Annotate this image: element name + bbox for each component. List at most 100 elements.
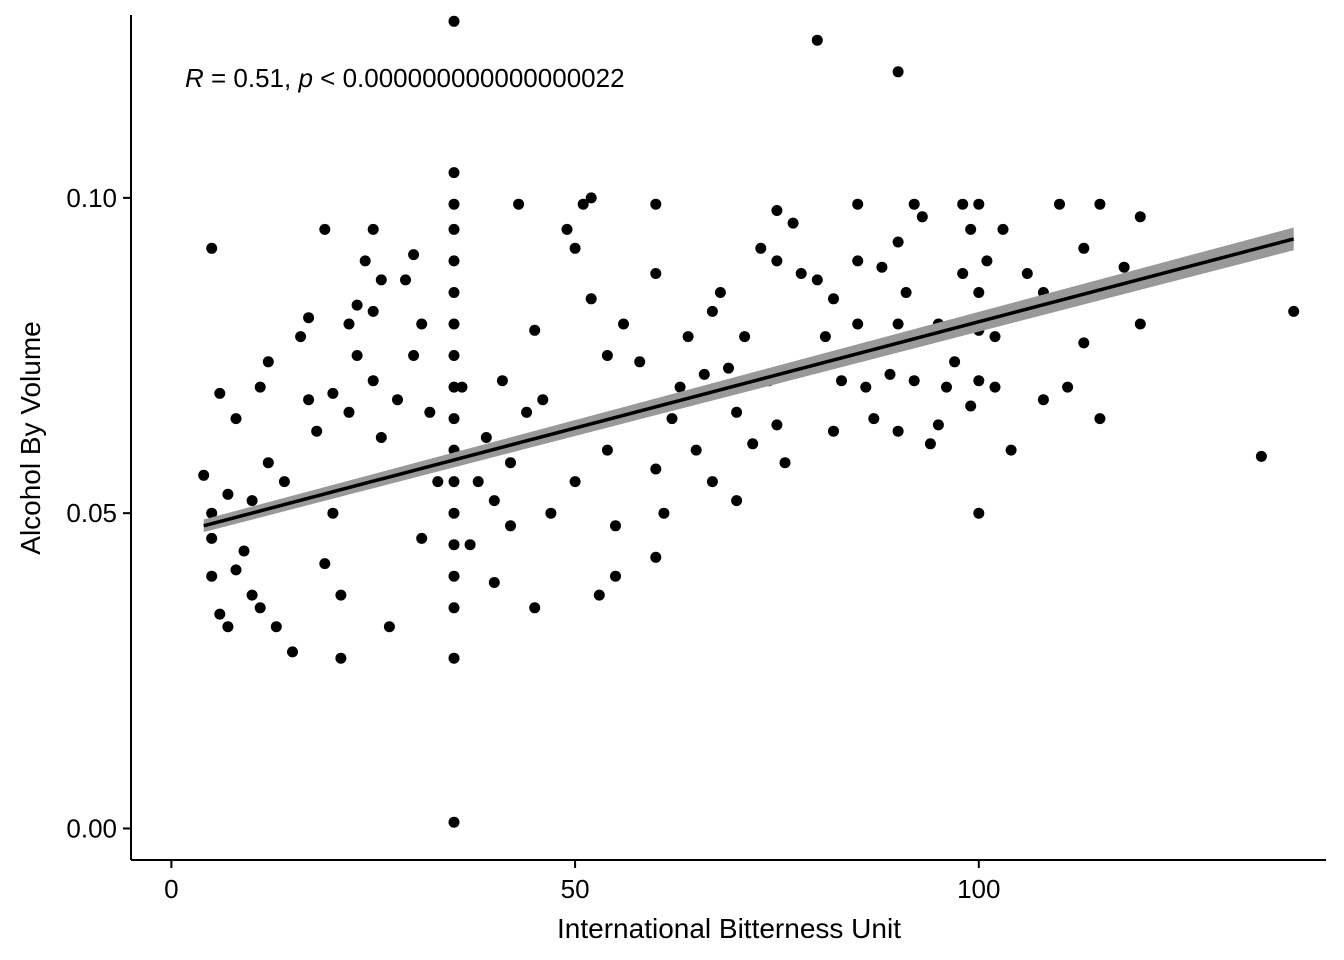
data-point xyxy=(836,375,847,387)
data-point xyxy=(1062,381,1074,393)
data-point xyxy=(464,539,476,551)
data-point xyxy=(448,287,460,298)
data-point xyxy=(852,198,864,210)
data-point xyxy=(585,293,597,305)
data-point xyxy=(408,249,420,261)
data-point xyxy=(262,457,274,469)
data-point xyxy=(932,419,944,431)
data-point xyxy=(206,532,218,544)
data-point xyxy=(480,432,492,443)
data-point xyxy=(876,261,888,273)
regression-line xyxy=(203,237,1295,528)
data-point xyxy=(343,318,355,330)
data-point xyxy=(892,425,904,437)
data-point xyxy=(650,551,662,563)
data-point xyxy=(577,198,589,210)
x-tick-label: 100 xyxy=(957,874,1000,904)
data-point xyxy=(916,211,928,223)
data-point xyxy=(278,476,290,488)
x-axis-title: International Bitterness Unit xyxy=(557,913,901,944)
data-point xyxy=(771,255,783,267)
r-symbol: R xyxy=(185,63,204,93)
data-point xyxy=(795,268,807,279)
data-point xyxy=(593,589,605,601)
data-point xyxy=(771,205,783,216)
data-point xyxy=(674,381,686,393)
data-point xyxy=(1078,337,1090,349)
data-point xyxy=(811,274,823,286)
y-axis-title: Alcohol By Volume xyxy=(15,321,46,554)
data-point xyxy=(852,255,864,267)
data-point xyxy=(206,242,218,254)
data-point xyxy=(618,318,629,330)
data-point xyxy=(811,34,823,46)
data-point xyxy=(666,413,678,425)
data-point xyxy=(973,375,985,387)
data-point xyxy=(222,488,234,500)
data-point xyxy=(973,287,985,298)
data-point xyxy=(505,457,516,469)
data-point xyxy=(230,413,242,425)
data-point xyxy=(892,318,904,330)
data-point xyxy=(852,318,864,330)
data-point xyxy=(634,356,646,368)
y-ticks: 0.00 0.05 0.10 xyxy=(66,183,131,843)
data-point xyxy=(367,375,379,387)
data-point xyxy=(714,287,726,298)
data-point xyxy=(206,570,218,582)
data-point xyxy=(569,476,581,488)
data-point xyxy=(908,375,920,387)
data-point xyxy=(351,350,363,361)
data-point xyxy=(537,394,549,406)
data-point xyxy=(222,621,234,633)
data-point xyxy=(448,15,460,27)
data-point xyxy=(206,507,218,519)
data-point xyxy=(287,646,298,658)
y-tick-label: 0.00 xyxy=(66,813,117,843)
data-point xyxy=(731,406,743,418)
data-point xyxy=(448,507,460,519)
data-point xyxy=(456,381,468,393)
data-point xyxy=(698,368,710,380)
data-point xyxy=(658,507,670,519)
data-point xyxy=(706,305,718,317)
data-point xyxy=(819,331,831,343)
data-point xyxy=(973,507,985,519)
data-point xyxy=(569,242,581,254)
data-point xyxy=(690,444,702,456)
x-tick-label: 50 xyxy=(561,874,590,904)
data-point xyxy=(254,602,266,614)
data-point xyxy=(383,621,395,633)
data-point xyxy=(416,318,428,330)
data-point xyxy=(1037,394,1049,406)
data-point xyxy=(448,413,460,425)
data-point xyxy=(900,287,912,298)
data-point xyxy=(448,318,460,330)
data-point xyxy=(505,520,516,532)
data-point xyxy=(561,223,573,235)
data-point xyxy=(375,274,387,286)
data-point xyxy=(375,432,387,443)
p-value: < 0.000000000000000022 xyxy=(313,63,625,93)
data-point xyxy=(392,394,403,406)
data-point xyxy=(1078,242,1090,254)
x-tick-label: 0 xyxy=(164,874,178,904)
data-point xyxy=(488,577,500,588)
y-tick-label: 0.05 xyxy=(66,498,117,528)
data-point xyxy=(965,400,977,412)
data-point xyxy=(214,608,226,620)
data-point xyxy=(989,381,1001,393)
data-point xyxy=(706,476,718,488)
data-point xyxy=(860,381,872,393)
data-point xyxy=(1094,198,1106,210)
data-point xyxy=(1118,261,1130,273)
data-point xyxy=(747,438,759,450)
data-point xyxy=(448,350,460,361)
data-point xyxy=(513,198,525,210)
data-point xyxy=(545,507,557,519)
correlation-annotation: R = 0.51, p < 0.000000000000000022 xyxy=(185,63,625,93)
data-point xyxy=(828,293,839,305)
data-point xyxy=(448,602,460,614)
data-point xyxy=(1134,318,1146,330)
